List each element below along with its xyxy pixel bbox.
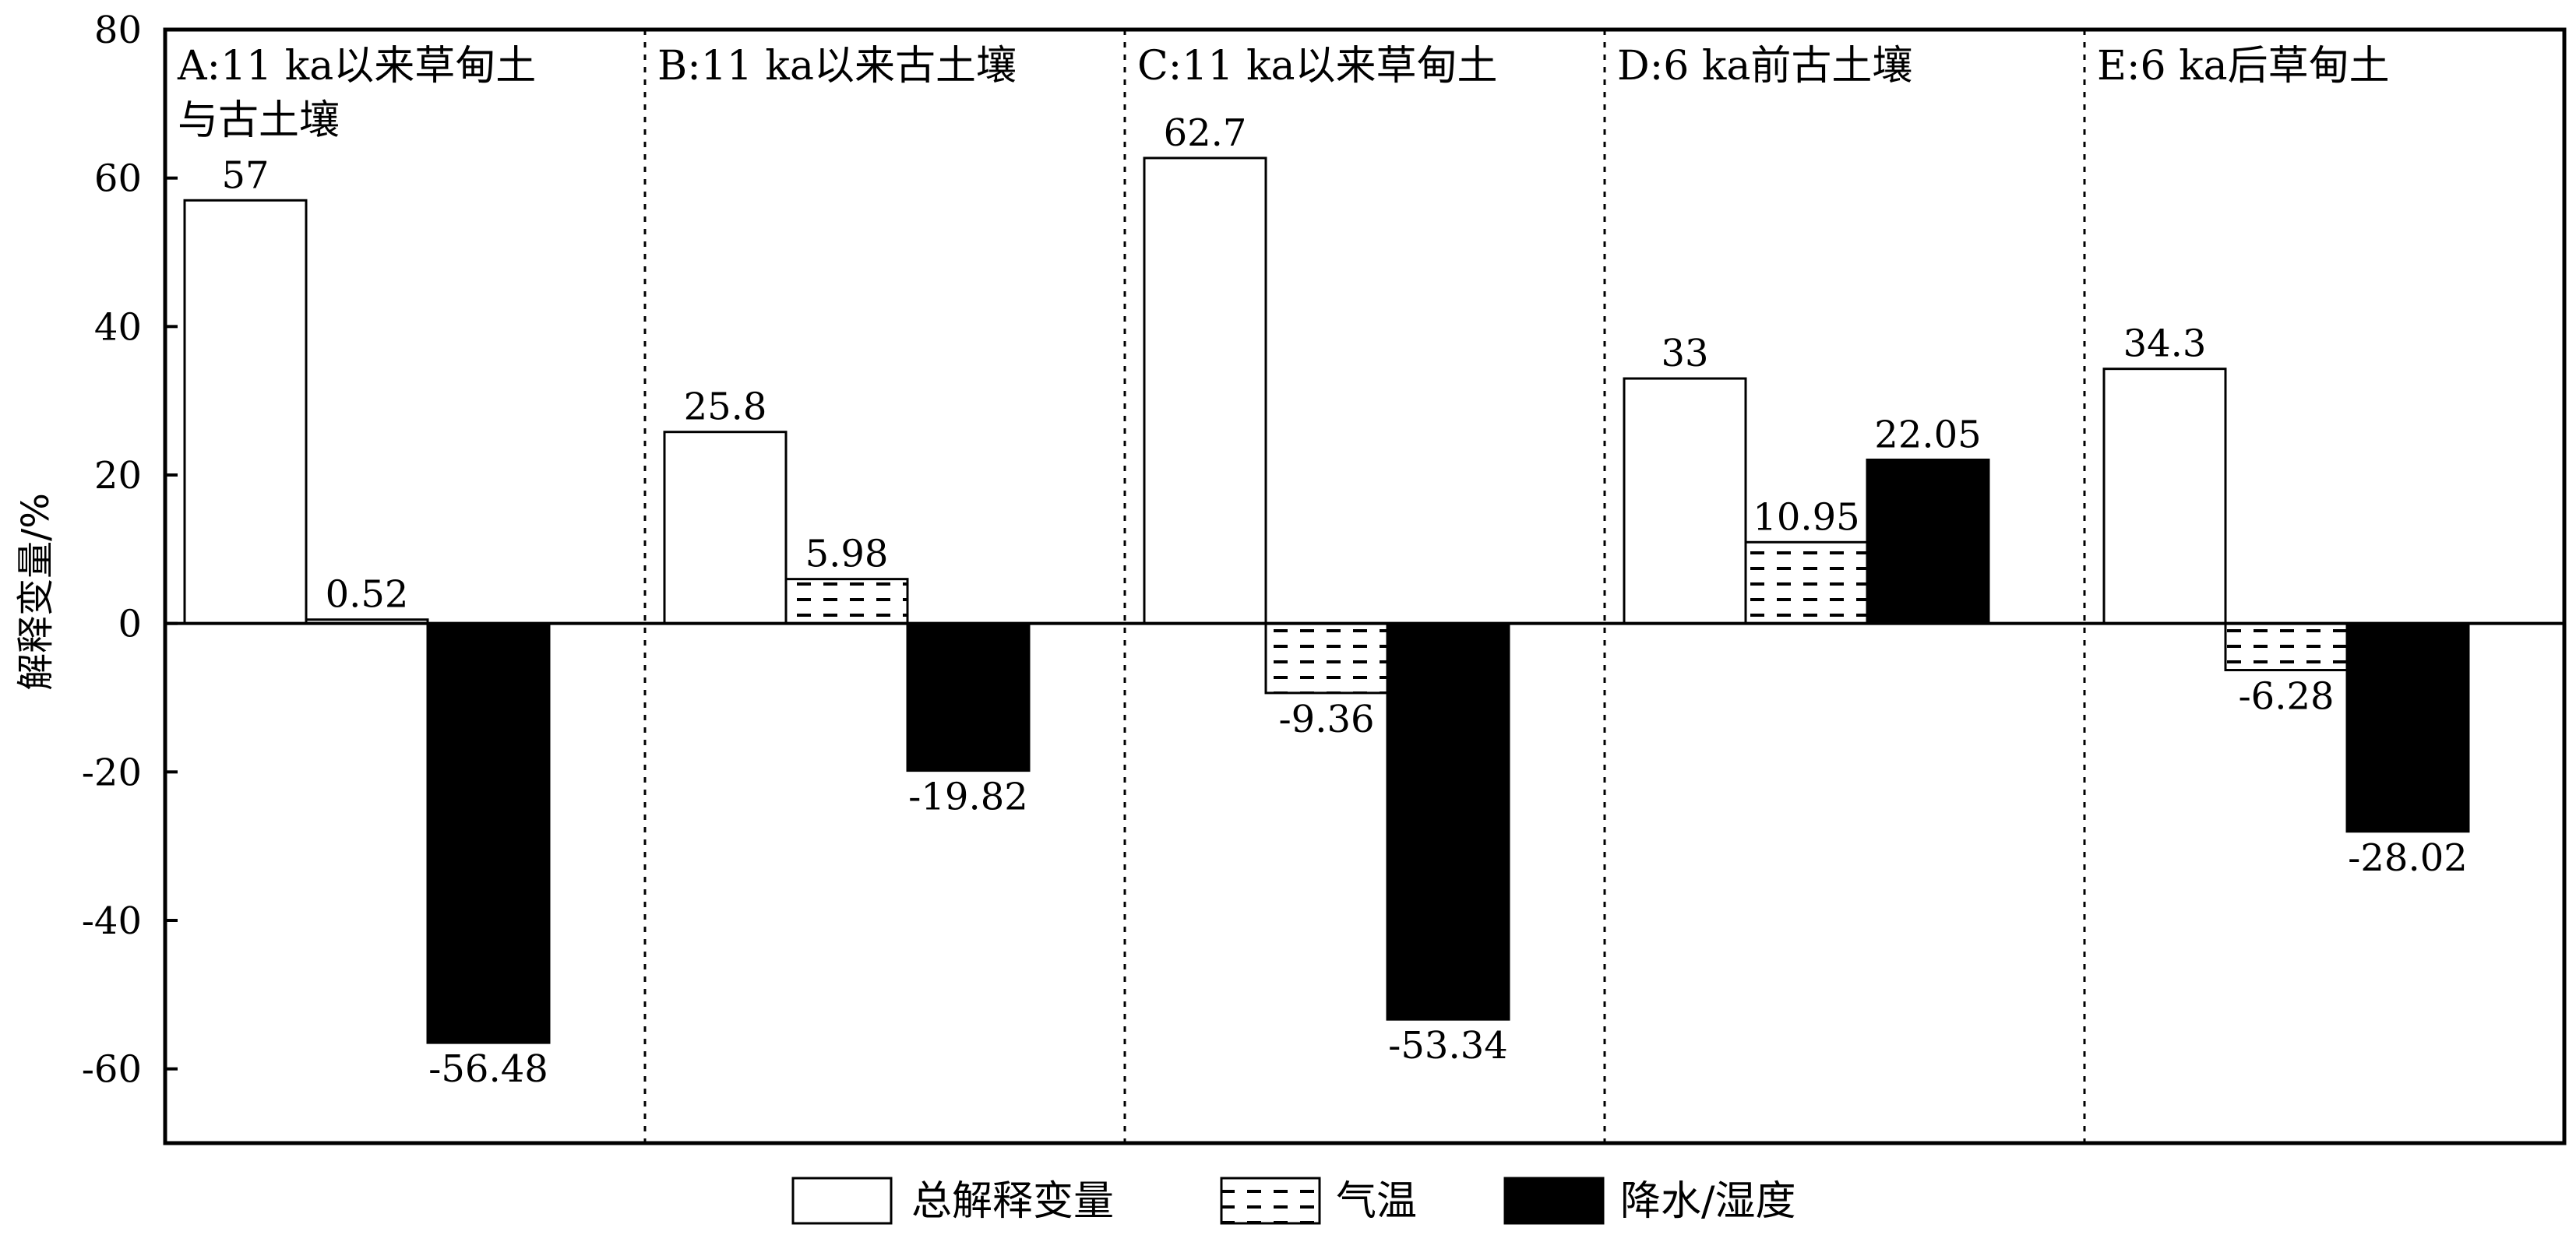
- bar: [2345, 622, 2470, 833]
- data-label: -53.34: [1388, 1024, 1508, 1068]
- data-label: 22.05: [1874, 413, 1981, 456]
- legend: 总解释变量 气温 降水/湿度: [791, 1177, 1796, 1225]
- data-label: -6.28: [2238, 675, 2334, 719]
- data-label: 0.52: [326, 573, 409, 617]
- y-tick-label: -60: [82, 1048, 142, 1092]
- data-label: 33: [1661, 332, 1708, 375]
- legend-label: 总解释变量: [911, 1178, 1114, 1225]
- y-tick-label: 20: [94, 454, 142, 498]
- bar: [183, 199, 308, 625]
- y-tick-label: 0: [118, 603, 142, 646]
- data-label: -28.02: [2348, 836, 2468, 880]
- plot-frame: [163, 27, 2567, 1145]
- panel-label: 与古土壤: [178, 97, 340, 144]
- bar: [1744, 540, 1869, 625]
- data-label: 57: [221, 153, 269, 197]
- bar: [784, 578, 909, 625]
- panel-label: B:11 ka以来古土壤: [657, 43, 1017, 90]
- y-axis: 80 60 40 20 0 -20 -40 -60: [82, 9, 178, 1092]
- panel-label: A:11 ka以来草甸土: [177, 43, 536, 90]
- panel-label: C:11 ka以来草甸土: [1137, 43, 1498, 90]
- legend-swatch: [791, 1177, 893, 1225]
- data-label: 25.8: [684, 385, 767, 429]
- panel-label: D:6 ka前古土壤: [1617, 43, 1912, 90]
- data-label: 62.7: [1164, 111, 1247, 155]
- y-tick-label: -20: [82, 751, 142, 794]
- data-label: 10.95: [1753, 495, 1859, 539]
- y-tick-label: 40: [94, 305, 142, 349]
- bar: [663, 431, 788, 625]
- y-tick-label: 60: [94, 157, 142, 201]
- data-label: -56.48: [428, 1047, 548, 1091]
- data-labels: 57 0.52 -56.48 25.8 5.98 -19.82 62.7 -9.36 -53.3…: [221, 111, 2467, 1091]
- bar: [1143, 157, 1267, 625]
- legend-swatch: [1220, 1177, 1321, 1225]
- data-label: 34.3: [2123, 322, 2207, 366]
- bar: [1386, 622, 1510, 1021]
- panel-label: E:6 ka后草甸土: [2097, 43, 2390, 90]
- bars: [183, 157, 2470, 1044]
- y-tick-label: 80: [94, 9, 142, 52]
- bar: [426, 622, 551, 1044]
- legend-swatch: [1503, 1177, 1605, 1225]
- bar: [1623, 377, 1747, 625]
- bar: [1264, 622, 1389, 695]
- legend-label: 降水/湿度: [1620, 1178, 1796, 1225]
- bar: [1866, 458, 1990, 625]
- bar: [906, 622, 1031, 772]
- data-label: -19.82: [908, 776, 1028, 819]
- bar: [2224, 622, 2349, 672]
- data-label: -9.36: [1278, 698, 1374, 741]
- bar: [2102, 368, 2227, 625]
- legend-label: 气温: [1336, 1178, 1417, 1225]
- data-label: 5.98: [805, 533, 889, 576]
- y-axis-label: 解释变量/%: [14, 493, 58, 691]
- y-tick-label: -40: [82, 899, 142, 943]
